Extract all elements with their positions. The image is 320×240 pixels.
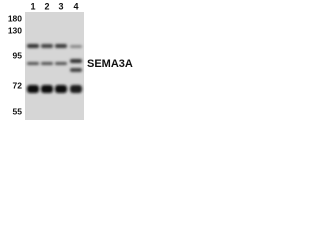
marker-label: 55 bbox=[13, 106, 23, 116]
lane-label: 3 bbox=[58, 1, 63, 11]
bands bbox=[27, 44, 82, 93]
marker-label: 180 bbox=[8, 13, 22, 23]
lane-label: 1 bbox=[30, 1, 35, 11]
band bbox=[55, 85, 67, 93]
membrane bbox=[25, 12, 84, 120]
band bbox=[55, 62, 67, 65]
band bbox=[41, 85, 53, 93]
marker-label: 95 bbox=[13, 50, 23, 60]
lane-label: 4 bbox=[73, 1, 78, 11]
band bbox=[27, 62, 39, 65]
band bbox=[70, 45, 82, 48]
band bbox=[70, 68, 82, 72]
band bbox=[41, 44, 53, 48]
marker-label: 72 bbox=[13, 80, 23, 90]
blot-figure: 1 2 3 4 180 130 95 72 55 SEMA3A bbox=[8, 1, 133, 120]
band bbox=[70, 85, 82, 93]
band bbox=[27, 44, 39, 48]
band bbox=[41, 62, 53, 65]
marker-label: 130 bbox=[8, 25, 22, 35]
protein-label: SEMA3A bbox=[87, 58, 133, 70]
lane-label: 2 bbox=[44, 1, 49, 11]
band bbox=[27, 85, 39, 93]
band bbox=[55, 44, 67, 48]
band bbox=[70, 59, 82, 63]
